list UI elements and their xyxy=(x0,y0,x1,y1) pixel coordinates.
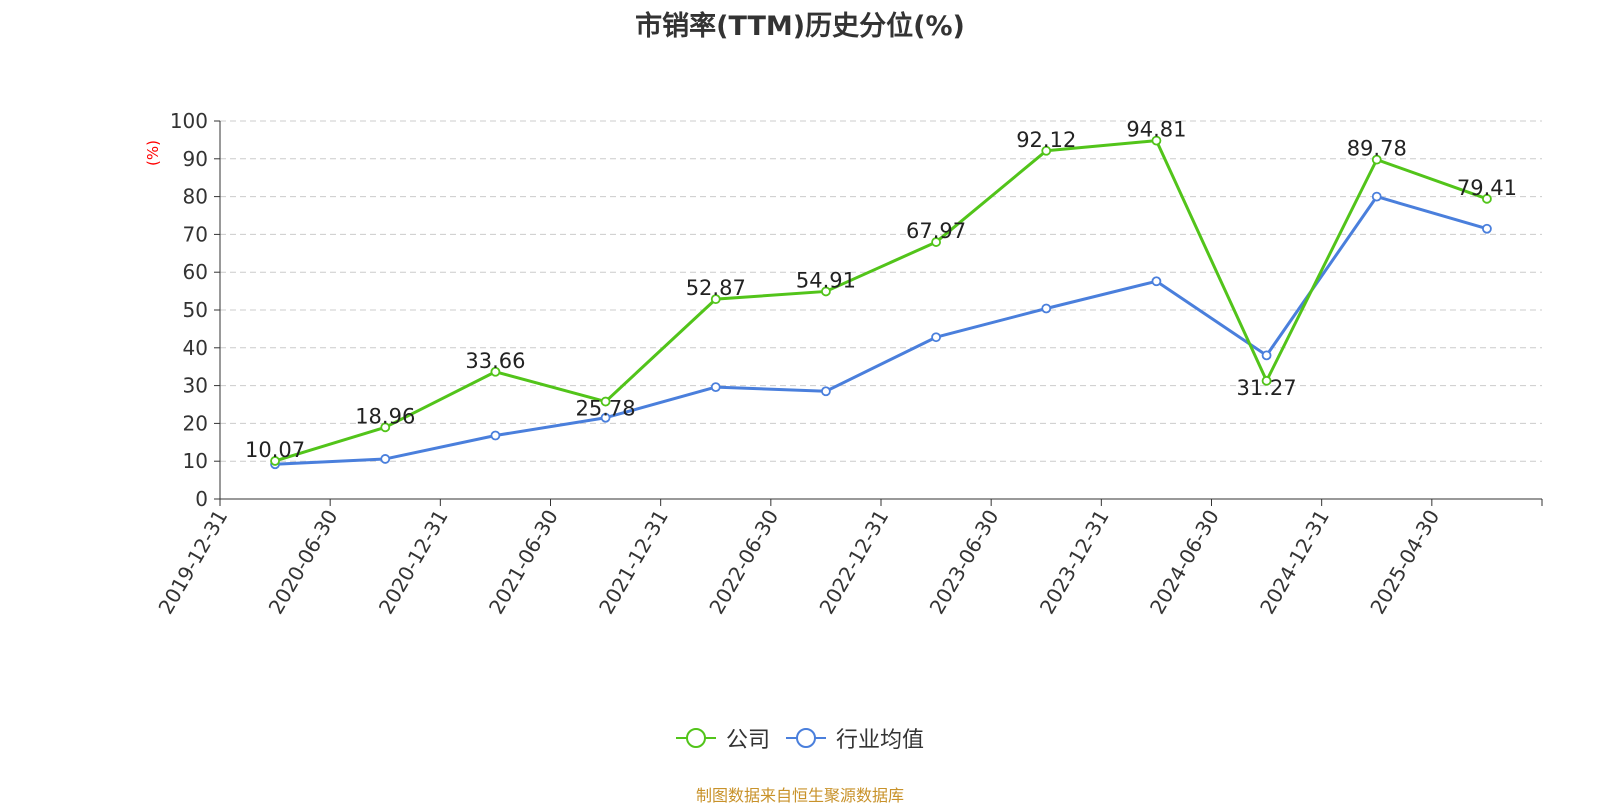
data-point[interactable] xyxy=(710,382,721,393)
legend-label-industry-average: 行业均值 xyxy=(836,728,925,753)
series xyxy=(270,135,1492,470)
data-point[interactable] xyxy=(931,237,941,247)
data-point[interactable] xyxy=(931,332,941,343)
data-label: 18.96 xyxy=(355,404,415,428)
x-tick-label: 2019-12-31 xyxy=(153,506,232,619)
legend-item-company[interactable]: 公司 xyxy=(675,722,770,754)
legend-item-industry-average[interactable]: 行业均值 xyxy=(786,722,924,754)
x-tick-label: 2024-12-31 xyxy=(1255,506,1334,619)
data-point[interactable] xyxy=(1261,350,1272,361)
data-label: 54.91 xyxy=(796,268,856,292)
data-point[interactable] xyxy=(270,456,280,466)
y-tick-label: 50 xyxy=(183,298,208,322)
data-point[interactable] xyxy=(1041,145,1052,156)
data-point[interactable] xyxy=(1151,135,1162,146)
data-point[interactable] xyxy=(380,454,391,464)
x-tick-label: 2025-04-30 xyxy=(1365,506,1444,619)
data-point[interactable] xyxy=(1151,276,1162,287)
x-tick-label: 2022-06-30 xyxy=(704,506,783,619)
axes: 0 10 20 30 40 50 60 70 80 90 100 2019-12-31 2020-06-… xyxy=(153,109,1543,619)
data-point[interactable] xyxy=(600,412,611,423)
y-tick-label: 100 xyxy=(170,109,208,133)
y-tick-label: 90 xyxy=(183,147,208,171)
data-point[interactable] xyxy=(1482,223,1492,234)
y-tick-label: 30 xyxy=(183,374,208,398)
data-labels: 10.07 18.96 33.66 25.78 52.87 54.91 67.97 92.12… xyxy=(245,118,1517,462)
data-point[interactable] xyxy=(1371,154,1382,165)
data-point[interactable] xyxy=(490,366,501,377)
x-tick-label: 2023-12-31 xyxy=(1035,506,1114,619)
data-point[interactable] xyxy=(1482,193,1492,204)
y-tick-label: 60 xyxy=(183,260,208,284)
data-point[interactable] xyxy=(821,386,831,397)
data-label: 92.12 xyxy=(1016,128,1076,152)
legend-marker-company xyxy=(675,728,716,748)
data-label: 10.07 xyxy=(245,438,305,462)
x-tick-label: 2020-12-31 xyxy=(374,506,453,619)
x-tick-label: 2023-06-30 xyxy=(925,506,1004,619)
data-label: 89.78 xyxy=(1347,137,1407,161)
data-point[interactable] xyxy=(490,430,501,441)
x-tick-label: 2022-12-31 xyxy=(814,506,893,619)
x-tick-label: 2024-06-30 xyxy=(1145,506,1224,619)
data-point[interactable] xyxy=(710,294,721,305)
legend-marker-industry-average xyxy=(786,728,826,748)
data-label: 31.27 xyxy=(1237,376,1297,400)
data-source-note: 制图数据来自恒生聚源数据库 xyxy=(695,786,904,805)
data-point[interactable] xyxy=(1261,375,1272,386)
data-label: 67.97 xyxy=(906,219,966,243)
x-tick-label: 2021-12-31 xyxy=(594,506,673,619)
legend: 公司 行业均值 xyxy=(0,722,1600,754)
grid-lines xyxy=(220,120,1542,462)
data-label: 25.78 xyxy=(576,397,636,421)
legend-label-company: 公司 xyxy=(725,728,770,753)
x-tick-label: 2020-06-30 xyxy=(264,506,343,619)
series-line xyxy=(275,195,1488,466)
data-point[interactable] xyxy=(821,286,831,297)
data-point[interactable] xyxy=(380,422,391,433)
data-label: 79.41 xyxy=(1457,176,1517,200)
y-tick-label: 40 xyxy=(183,336,208,360)
series-line xyxy=(274,139,1488,463)
y-tick-label: 20 xyxy=(183,411,208,435)
chart-title: 市销率(TTM)历史分位(%) xyxy=(635,11,965,42)
data-point[interactable] xyxy=(1371,191,1382,202)
y-tick-label: 10 xyxy=(183,449,208,473)
data-point[interactable] xyxy=(1041,303,1052,314)
data-label: 94.81 xyxy=(1126,118,1186,142)
data-label: 52.87 xyxy=(686,276,746,300)
x-tick-label: 2021-06-30 xyxy=(484,506,563,619)
data-label: 33.66 xyxy=(465,349,525,373)
data-point[interactable] xyxy=(600,396,611,407)
y-tick-label: 80 xyxy=(183,185,208,209)
y-axis-label: (%) xyxy=(144,140,162,166)
y-tick-label: 70 xyxy=(183,222,208,246)
y-tick-label: 0 xyxy=(195,487,208,511)
